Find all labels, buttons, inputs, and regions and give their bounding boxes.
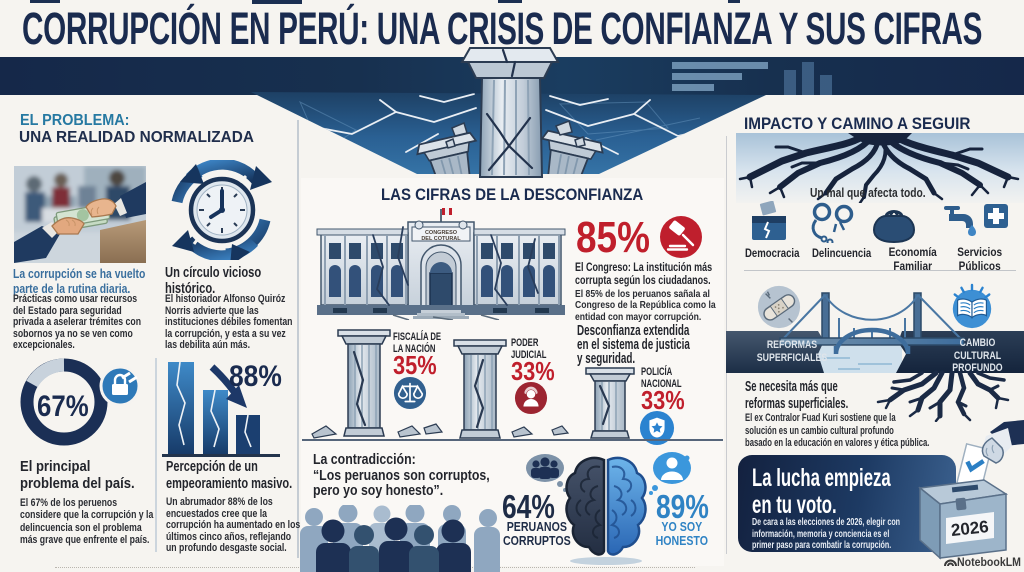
svg-text:DEL COTURAL: DEL COTURAL [421, 236, 461, 242]
svg-text:2026: 2026 [950, 517, 990, 540]
svg-text:CONGRESO: CONGRESO [425, 230, 458, 236]
